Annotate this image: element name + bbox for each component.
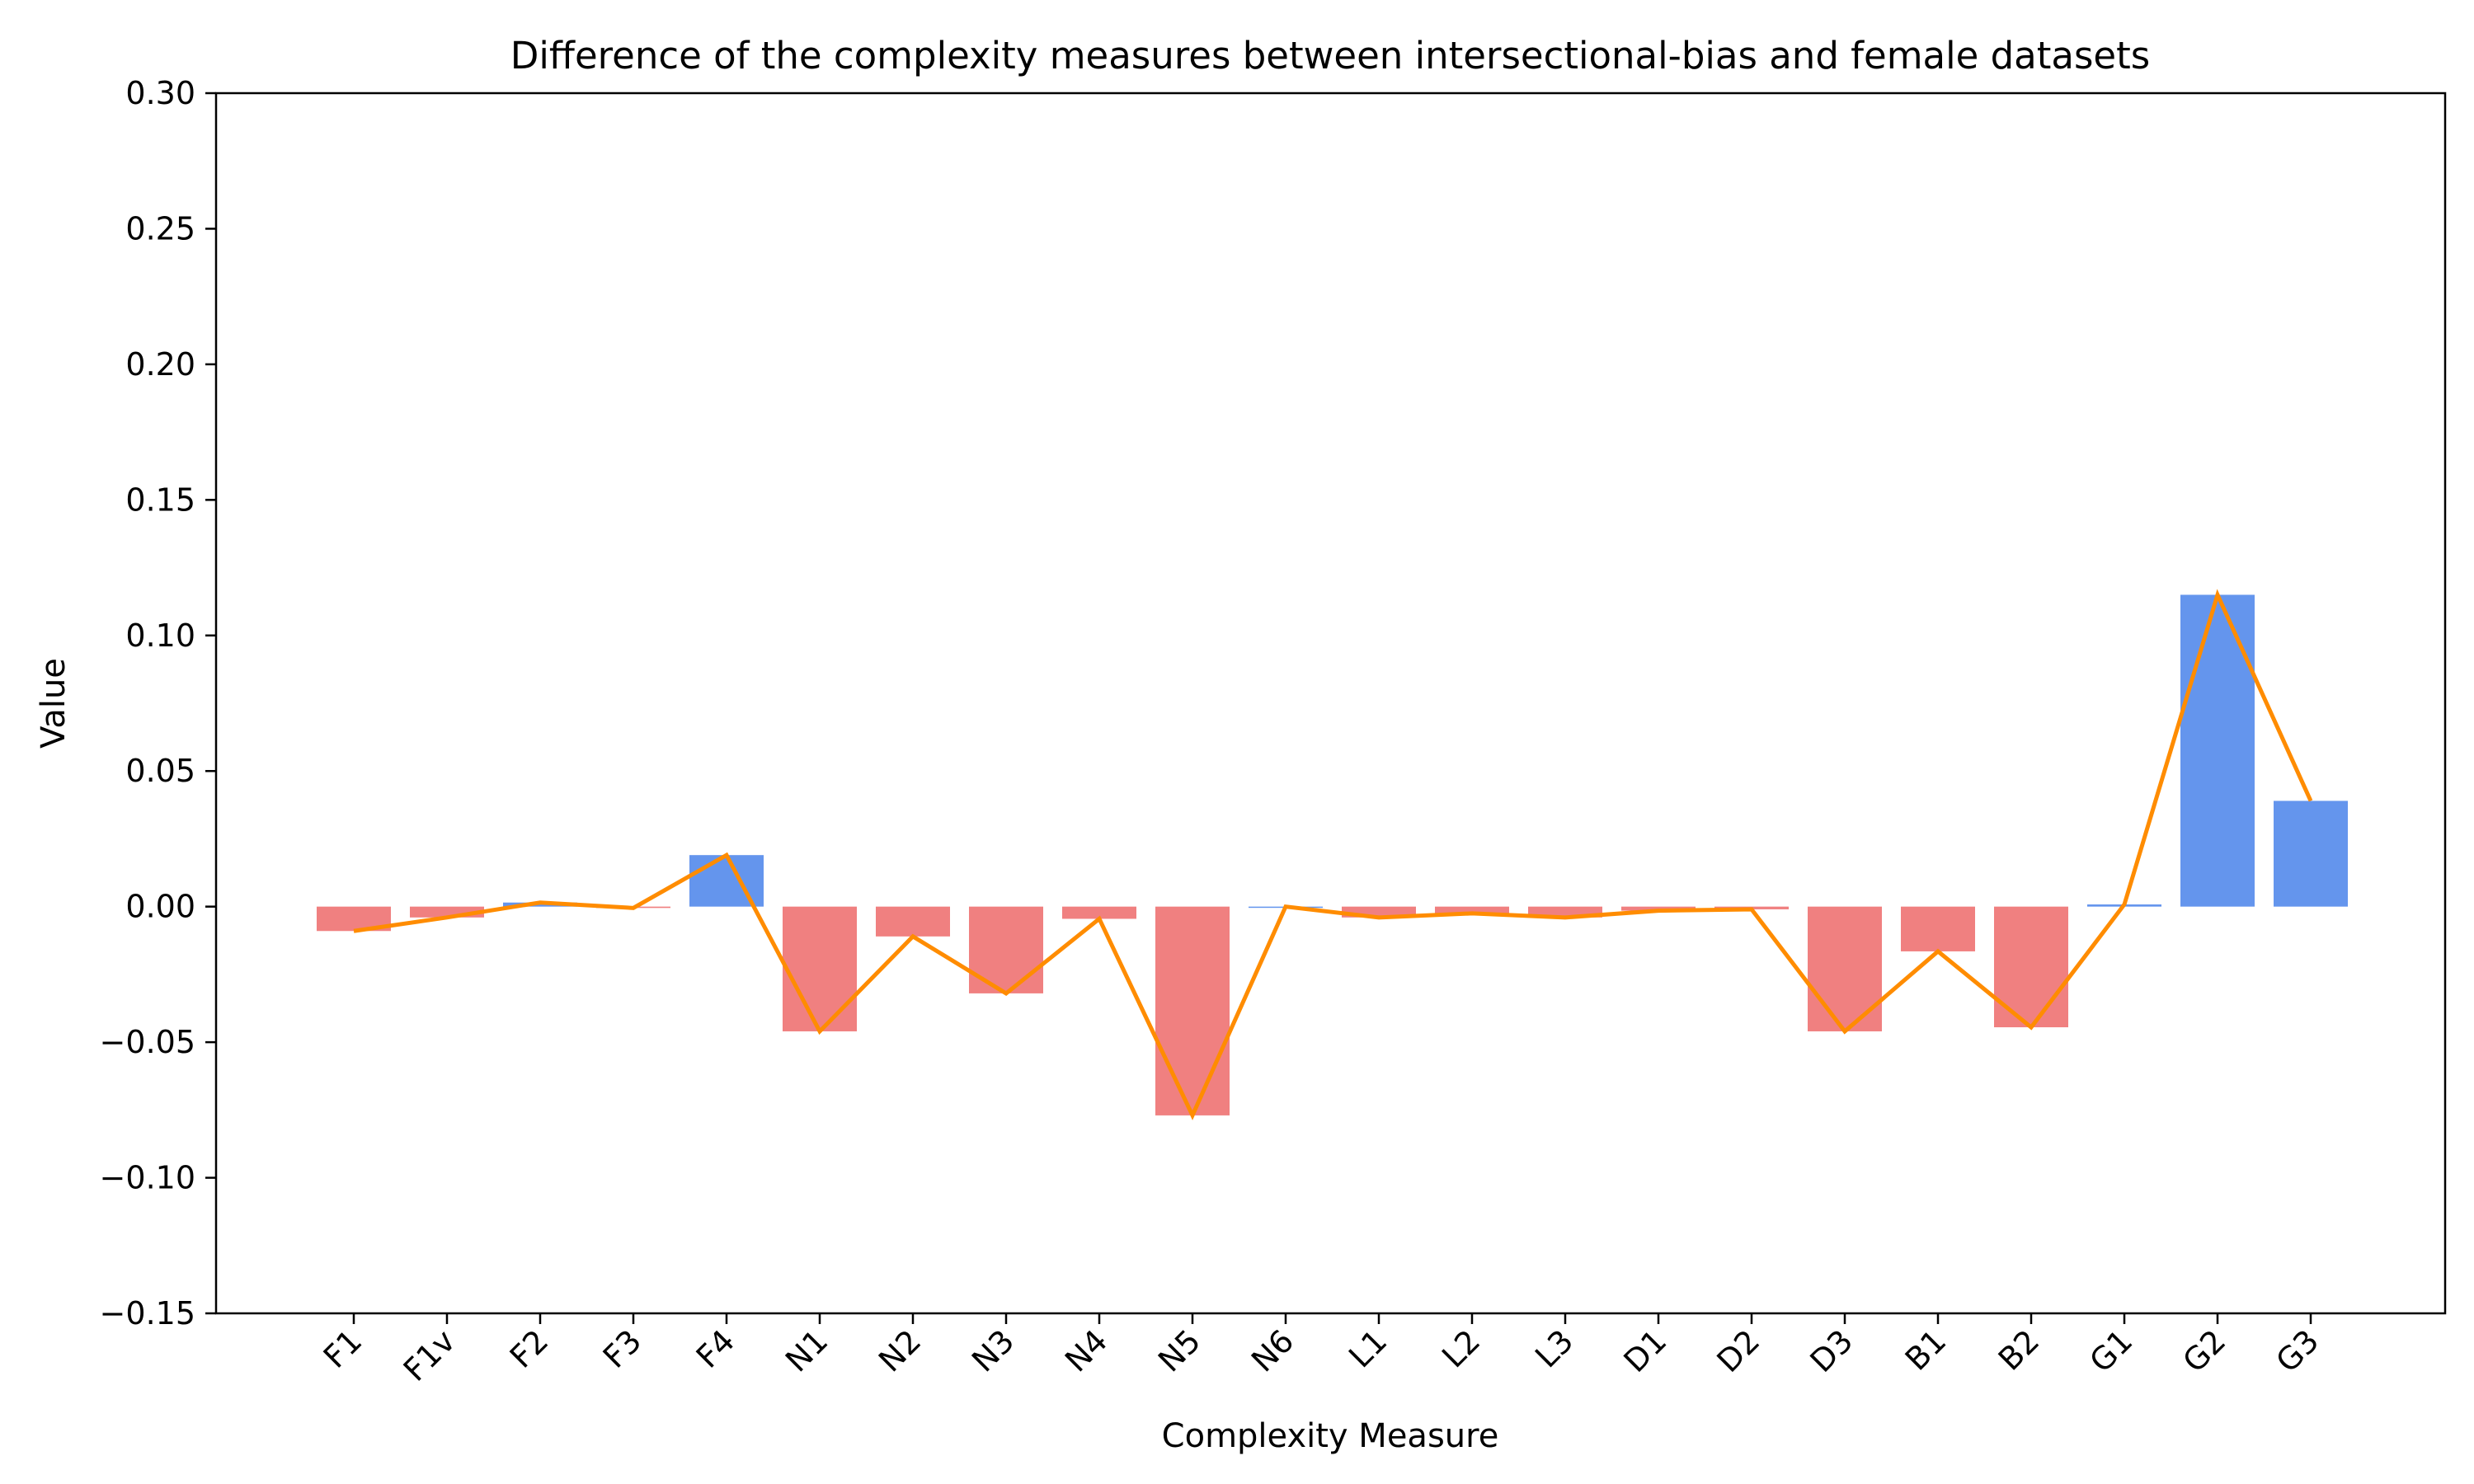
x-tick-label: D1	[1616, 1322, 1673, 1379]
bars	[317, 594, 2348, 1115]
x-tick-label: N3	[965, 1322, 1021, 1378]
x-tick-label: G3	[2269, 1322, 2326, 1379]
x-tick-label: N6	[1244, 1322, 1300, 1378]
y-axis-label: Value	[35, 658, 73, 749]
chart-title: Difference of the complexity measures be…	[510, 34, 2150, 77]
y-tick-label: 0.15	[125, 481, 195, 518]
y-tick-label: 0.05	[125, 753, 195, 789]
x-tick-label: D2	[1710, 1322, 1766, 1379]
bar-b1	[1901, 906, 1975, 951]
x-axis: F1 F1v F2 F3 F4 N1 N2 N3 N4 N5 N6 L1 L2 L3 D1 D2 D3 B1 B2 G…	[317, 1313, 2326, 1388]
x-tick-label: N4	[1058, 1322, 1114, 1378]
y-tick-label: 0.30	[125, 75, 195, 111]
bar-g3	[2274, 801, 2348, 907]
x-axis-label: Complexity Measure	[1162, 1417, 1499, 1455]
bar-n4	[1062, 906, 1136, 919]
y-tick-label: −0.05	[100, 1024, 195, 1060]
x-tick-label: F3	[596, 1322, 649, 1375]
y-tick-label: 0.10	[125, 618, 195, 654]
y-tick-label: −0.10	[100, 1160, 195, 1196]
x-tick-label: L2	[1435, 1322, 1487, 1374]
x-tick-label: B1	[1898, 1322, 1954, 1378]
x-tick-label: F1v	[397, 1322, 463, 1388]
plot-frame	[214, 92, 2447, 1315]
x-tick-label: D3	[1803, 1322, 1860, 1379]
bar-b2	[1994, 906, 2068, 1028]
x-tick-label: F1	[317, 1322, 369, 1375]
y-tick-label: −0.15	[100, 1295, 195, 1331]
bar-f4	[689, 855, 764, 907]
x-tick-label: L3	[1528, 1322, 1580, 1374]
y-tick-label: 0.25	[125, 210, 195, 247]
y-tick-label: 0.20	[125, 346, 195, 383]
x-tick-label: N5	[1151, 1322, 1207, 1378]
x-tick-label: G2	[2175, 1322, 2232, 1379]
bar-d3	[1808, 906, 1882, 1031]
bar-n5	[1155, 906, 1230, 1115]
x-tick-label: B2	[1992, 1322, 2047, 1378]
x-tick-label: N1	[778, 1322, 835, 1378]
x-tick-label: G1	[2082, 1322, 2139, 1379]
plot-area	[214, 92, 2447, 1315]
bar-n1	[783, 906, 857, 1031]
bar-n2	[876, 906, 950, 937]
x-tick-label: F2	[503, 1322, 556, 1375]
line-series	[353, 589, 2313, 1120]
bar-n3	[969, 906, 1043, 993]
bar-g2	[2180, 594, 2255, 907]
x-tick-label: N2	[872, 1322, 928, 1378]
x-tick-label: F4	[689, 1322, 742, 1375]
y-axis: −0.15 −0.10 −0.05 0.00 0.05 0.10 0.15 0.20 0.25 0…	[100, 75, 216, 1331]
y-tick-label: 0.00	[125, 889, 195, 925]
x-tick-label: L1	[1342, 1322, 1394, 1374]
bar-l2	[1435, 906, 1509, 913]
series-line	[353, 589, 2313, 1120]
